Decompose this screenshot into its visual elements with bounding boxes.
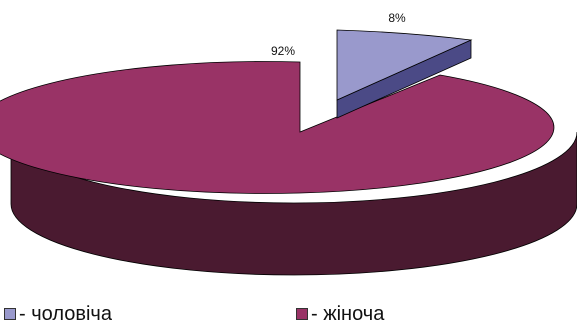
legend-item-female: - жіноча [296, 302, 385, 325]
slice-female-side [10, 131, 577, 276]
legend-swatch-male [4, 308, 16, 320]
slice-female [0, 61, 577, 276]
data-label-female: 92% [271, 44, 295, 58]
legend-swatch-female [296, 308, 308, 320]
legend-item-male: - чоловіча [4, 302, 112, 325]
slice-female-top [0, 61, 555, 194]
legend-label-male: - чоловіча [19, 302, 112, 325]
slice-male-top [336, 29, 473, 101]
slice-male [336, 29, 473, 119]
legend-label-female: - жіноча [311, 302, 385, 325]
data-label-male: 8% [388, 11, 406, 25]
